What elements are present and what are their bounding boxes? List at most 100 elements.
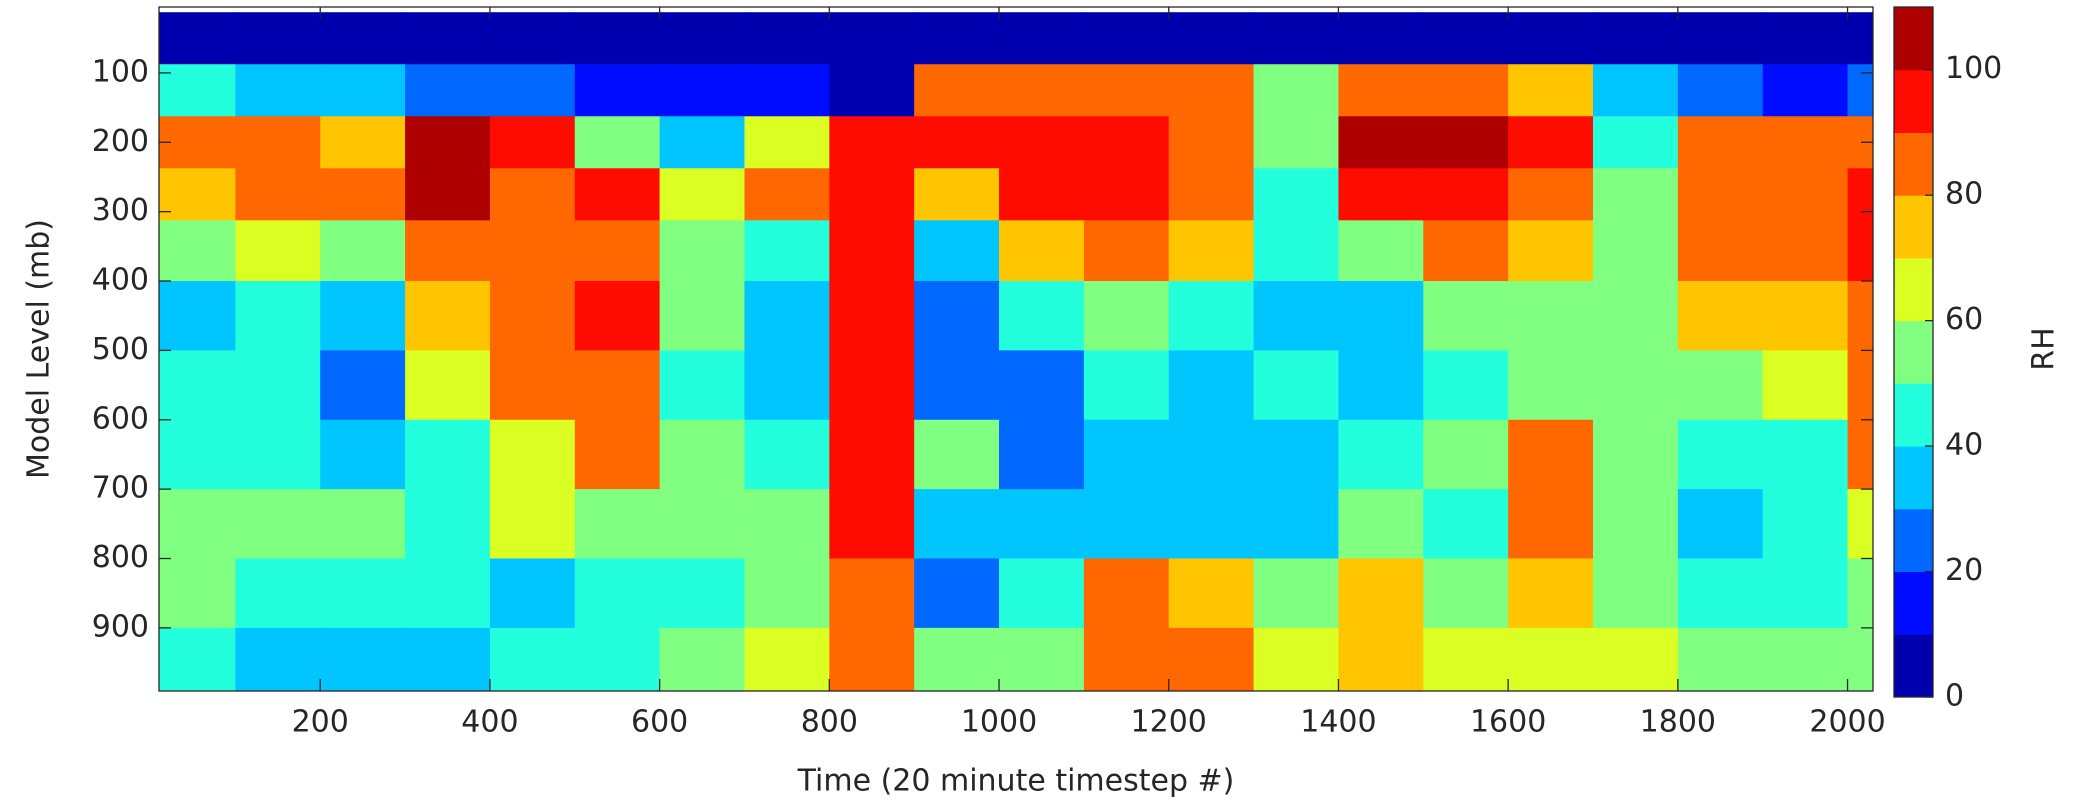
contour-cell xyxy=(1847,627,1873,691)
contour-cell xyxy=(159,116,236,169)
contour-cell xyxy=(1338,281,1424,351)
contour-cell xyxy=(1253,116,1339,169)
contour-cell xyxy=(829,558,915,629)
contour-cell xyxy=(1423,419,1509,490)
contour-cell xyxy=(1168,64,1255,117)
contour-cell xyxy=(1168,489,1255,560)
colorbar-tick-label: 60 xyxy=(1945,302,1983,337)
contour-cell xyxy=(235,12,321,65)
contour-cell xyxy=(1847,12,1873,65)
contour-cell xyxy=(659,220,745,282)
contour-cell xyxy=(1762,281,1849,351)
contour-cell xyxy=(1508,64,1594,117)
contour-cell xyxy=(1592,558,1679,629)
contour-field xyxy=(159,12,1873,691)
contour-cell xyxy=(1508,220,1594,282)
contour-cell xyxy=(999,168,1085,221)
contour-cell xyxy=(574,64,661,117)
contour-cell xyxy=(1592,627,1679,691)
contour-cell xyxy=(1253,168,1339,221)
contour-cell xyxy=(489,168,576,221)
contour-cell xyxy=(1508,558,1594,629)
contour-cell xyxy=(659,350,745,421)
colorbar-band xyxy=(1894,132,1933,196)
contour-cell xyxy=(829,281,915,351)
contour-cell xyxy=(1508,116,1594,169)
colorbar-band xyxy=(1894,508,1933,573)
contour-cell xyxy=(659,558,745,629)
y-tick-label: 300 xyxy=(92,193,149,228)
contour-cell xyxy=(405,12,491,65)
contour-cell xyxy=(1168,419,1255,490)
contour-cell xyxy=(574,489,661,560)
colorbar-band xyxy=(1894,634,1933,698)
contour-cell xyxy=(999,116,1085,169)
x-tick-label: 1600 xyxy=(1470,705,1546,740)
y-axis-label: Model Level (mb) xyxy=(22,219,57,479)
contour-cell xyxy=(1677,12,1764,65)
contour-cell xyxy=(235,627,321,691)
y-tick-label: 600 xyxy=(92,401,149,436)
contour-cell xyxy=(1338,627,1424,691)
contour-cell xyxy=(659,627,745,691)
contour-cell xyxy=(159,281,236,351)
contour-cell xyxy=(1083,168,1170,221)
y-tick-label: 200 xyxy=(92,124,149,159)
contour-cell xyxy=(914,350,1000,421)
contour-cell xyxy=(159,168,236,221)
contour-cell xyxy=(235,558,321,629)
contour-cell xyxy=(1338,64,1424,117)
contour-cell xyxy=(1847,558,1873,629)
contour-cell xyxy=(1592,281,1679,351)
contour-cell xyxy=(1508,350,1594,421)
contour-cell xyxy=(659,281,745,351)
y-tick-label: 400 xyxy=(92,263,149,298)
contour-cell xyxy=(1083,489,1170,560)
contour-cell xyxy=(1592,64,1679,117)
contour-cell xyxy=(1083,12,1170,65)
contour-cell xyxy=(999,350,1085,421)
contour-cell xyxy=(320,419,406,490)
contour-cell xyxy=(235,168,321,221)
contour-cell xyxy=(914,220,1000,282)
contour-cell xyxy=(1423,116,1509,169)
contour-cell xyxy=(744,116,830,169)
colorbar-band xyxy=(1894,7,1933,71)
contour-cell xyxy=(1253,419,1339,490)
contour-cell xyxy=(574,627,661,691)
contour-cell xyxy=(320,281,406,351)
contour-cell xyxy=(1592,12,1679,65)
contour-cell xyxy=(405,116,491,169)
contour-cell xyxy=(1423,558,1509,629)
contour-cell xyxy=(1762,350,1849,421)
contour-cell xyxy=(744,419,830,490)
contour-cell xyxy=(1168,116,1255,169)
contour-cell xyxy=(1338,116,1424,169)
colorbar-band xyxy=(1894,446,1933,510)
contour-cell xyxy=(1508,627,1594,691)
contour-cell xyxy=(1423,489,1509,560)
contour-cell xyxy=(489,558,576,629)
contour-cell xyxy=(159,627,236,691)
contour-cell xyxy=(405,64,491,117)
contour-cell xyxy=(489,116,576,169)
contour-cell xyxy=(1677,419,1764,490)
contour-cell xyxy=(914,116,1000,169)
contour-cell xyxy=(744,350,830,421)
contour-cell xyxy=(320,168,406,221)
y-tick-label: 900 xyxy=(92,609,149,644)
contour-cell xyxy=(405,489,491,560)
contour-cell xyxy=(159,419,236,490)
x-tick-label: 600 xyxy=(631,705,688,740)
contour-cell xyxy=(159,350,236,421)
colorbar-band xyxy=(1894,257,1933,322)
contour-cell xyxy=(1508,12,1594,65)
contour-cell xyxy=(744,12,830,65)
contour-cell xyxy=(1677,558,1764,629)
contour-cell xyxy=(1677,489,1764,560)
contour-cell xyxy=(1168,350,1255,421)
contour-cell xyxy=(914,168,1000,221)
contour-cell xyxy=(829,12,915,65)
contour-cell xyxy=(1677,350,1764,421)
